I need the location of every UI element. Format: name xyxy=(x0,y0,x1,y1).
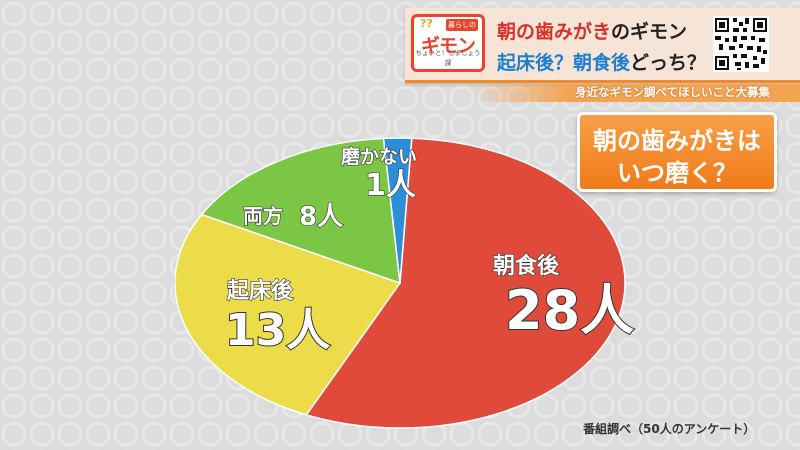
value-none: 1人 xyxy=(365,168,416,203)
qr-code-icon xyxy=(713,16,769,72)
question-line1: 朝の歯みがきは xyxy=(593,127,761,155)
logo-question-marks: ?? xyxy=(420,17,433,30)
logo-subtitle: ちょいと！しましょう課 xyxy=(415,49,481,67)
label-both: 両方 xyxy=(243,204,283,228)
subtitle-bar: 身近なギモン調べてほしいこと大募集 xyxy=(470,84,800,102)
label-after-breakfast: 朝食後 xyxy=(493,253,560,279)
header-banner: ?? 暮らしの ギモン ちょいと！しましょう課 朝の歯みがきのギモン 起床後？朝… xyxy=(405,8,800,83)
slice-none xyxy=(382,137,413,284)
logo-side-label: 暮らしの xyxy=(446,19,478,31)
header-title-line1: 朝の歯みがきのギモン xyxy=(497,17,687,44)
value-after-breakfast: 28人 xyxy=(505,279,634,342)
header-title-line2: 起床後？朝食後どっち？ xyxy=(497,48,706,75)
program-logo: ?? 暮らしの ギモン ちょいと！しましょう課 xyxy=(411,14,485,72)
value-both: 8人 xyxy=(299,202,343,232)
slice-after-breakfast xyxy=(305,137,626,429)
title-line2-highlight: 起床後？朝食後 xyxy=(497,52,631,74)
title-line2-rest: どっち？ xyxy=(630,52,707,74)
slice-after-waking xyxy=(175,213,402,416)
subtitle-text: 身近なギモン調べてほしいこと大募集 xyxy=(574,85,770,99)
slice-both xyxy=(200,137,401,285)
value-after-waking: 13人 xyxy=(225,305,330,356)
logo-title: ギモン xyxy=(420,35,476,57)
pie-slices xyxy=(175,137,626,429)
question-line2: いつ磨く？ xyxy=(617,159,737,187)
question-box: 朝の歯みがきは いつ磨く？ xyxy=(577,112,777,192)
title-line1-rest: のギモン xyxy=(611,21,688,43)
label-none: 磨かない xyxy=(340,145,417,168)
source-note: 番組調べ（50人のアンケート） xyxy=(583,422,756,436)
label-after-waking: 起床後 xyxy=(226,278,294,304)
title-line1-highlight: 朝の歯みがき xyxy=(497,21,612,43)
